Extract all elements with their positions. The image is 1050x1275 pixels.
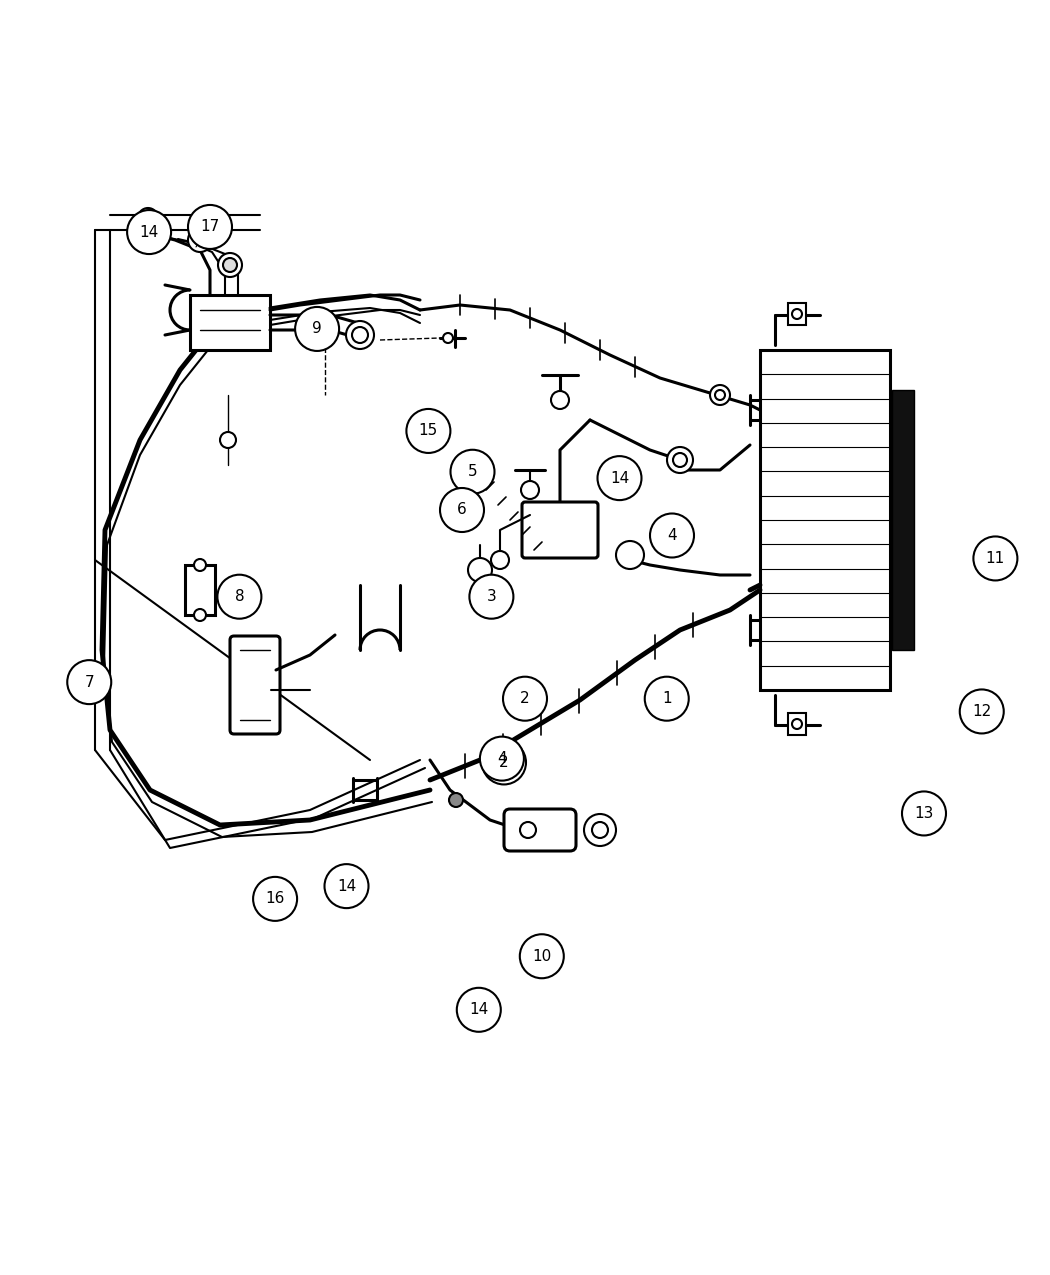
Text: 13: 13 (915, 806, 933, 821)
Circle shape (67, 660, 111, 704)
Text: 12: 12 (972, 704, 991, 719)
Text: 14: 14 (140, 224, 159, 240)
Circle shape (491, 592, 509, 609)
Bar (892, 390, 914, 650)
Text: 6: 6 (457, 502, 467, 518)
Text: 9: 9 (312, 321, 322, 337)
Text: 14: 14 (610, 470, 629, 486)
Circle shape (194, 609, 206, 621)
Circle shape (616, 541, 644, 569)
Circle shape (217, 575, 261, 618)
Circle shape (194, 558, 206, 571)
Bar (788, 303, 806, 325)
Circle shape (406, 409, 450, 453)
Text: 10: 10 (532, 949, 551, 964)
Circle shape (443, 333, 453, 343)
Text: 7: 7 (84, 674, 94, 690)
Circle shape (468, 558, 492, 581)
Circle shape (220, 432, 236, 448)
Text: 5: 5 (467, 464, 478, 479)
Circle shape (788, 717, 806, 734)
Circle shape (584, 813, 616, 847)
Bar (760, 351, 890, 690)
Circle shape (127, 210, 171, 254)
Circle shape (218, 252, 242, 277)
Text: 11: 11 (986, 551, 1005, 566)
Circle shape (352, 326, 367, 343)
Text: 16: 16 (266, 891, 285, 907)
Circle shape (592, 822, 608, 838)
Text: 2: 2 (499, 755, 509, 770)
Circle shape (673, 453, 687, 467)
Circle shape (253, 877, 297, 921)
Circle shape (715, 390, 724, 400)
Bar (185, 565, 215, 615)
Text: 17: 17 (201, 219, 219, 235)
Circle shape (650, 514, 694, 557)
Circle shape (318, 333, 332, 347)
Bar (788, 713, 806, 734)
Circle shape (788, 306, 806, 324)
FancyBboxPatch shape (230, 636, 280, 734)
Circle shape (520, 935, 564, 978)
Circle shape (645, 677, 689, 720)
Text: 3: 3 (486, 589, 497, 604)
Circle shape (503, 677, 547, 720)
Text: 4: 4 (667, 528, 677, 543)
Circle shape (449, 793, 463, 807)
Circle shape (551, 391, 569, 409)
Circle shape (792, 309, 802, 319)
Circle shape (195, 235, 205, 245)
Circle shape (223, 258, 237, 272)
Circle shape (491, 551, 509, 569)
Circle shape (295, 307, 339, 351)
Text: 14: 14 (337, 878, 356, 894)
Circle shape (710, 385, 730, 405)
Circle shape (188, 205, 232, 249)
Circle shape (324, 864, 369, 908)
Circle shape (973, 537, 1017, 580)
Circle shape (792, 719, 802, 729)
FancyBboxPatch shape (504, 810, 576, 850)
Circle shape (138, 208, 158, 228)
Circle shape (469, 575, 513, 618)
Circle shape (440, 488, 484, 532)
Circle shape (520, 822, 536, 838)
Circle shape (450, 450, 495, 493)
Circle shape (667, 448, 693, 473)
Text: 4: 4 (497, 751, 507, 766)
Circle shape (457, 988, 501, 1031)
Circle shape (346, 321, 374, 349)
Circle shape (902, 792, 946, 835)
Circle shape (960, 690, 1004, 733)
Text: 8: 8 (234, 589, 245, 604)
Bar (190, 295, 270, 351)
Circle shape (521, 481, 539, 499)
Circle shape (188, 228, 212, 252)
Circle shape (143, 213, 153, 223)
Text: 14: 14 (469, 1002, 488, 1017)
Circle shape (480, 737, 524, 780)
Circle shape (482, 741, 526, 784)
Text: 2: 2 (520, 691, 530, 706)
Text: 15: 15 (419, 423, 438, 439)
FancyBboxPatch shape (522, 502, 598, 558)
Circle shape (597, 456, 642, 500)
Text: 1: 1 (662, 691, 672, 706)
